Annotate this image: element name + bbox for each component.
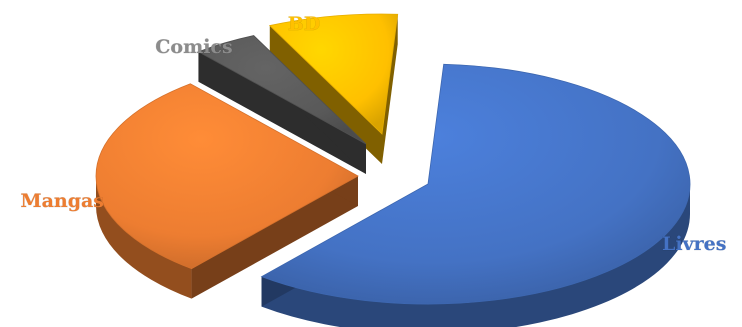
slice-bd [268,13,399,165]
slice-bd-cut [382,14,398,164]
slice-livres [260,63,691,327]
slice-bd-top [268,13,399,135]
slice-livres-side [261,184,690,327]
label-comics: Comics [155,36,232,58]
slice-bd-cut [269,25,382,165]
label-mangas: Mangas [21,190,104,212]
label-livres: Livres [662,233,726,255]
slice-mangas-cut [191,176,358,299]
slice-mangas-top [95,83,359,270]
label-bd: BD [288,13,321,35]
slice-mangas [95,83,359,299]
slice-comics-cut [198,51,366,174]
slice-livres-top [260,63,691,305]
slice-mangas-side [95,176,192,299]
slice-comics-top [197,35,367,145]
slice-comics [197,35,367,174]
